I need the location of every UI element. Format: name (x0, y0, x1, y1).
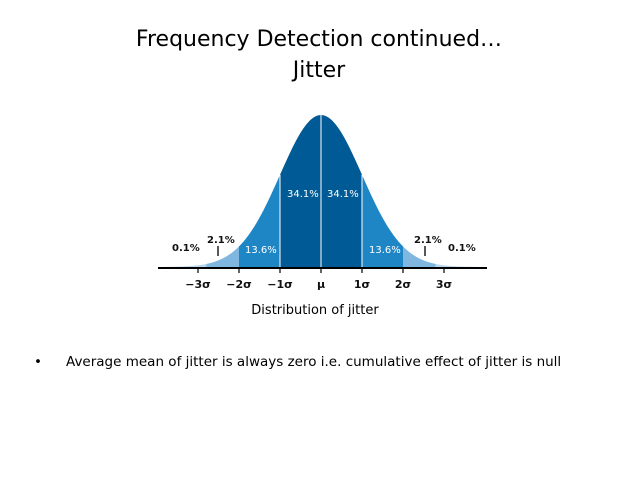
normal-distribution-figure: −3σ −2σ −1σ μ 1σ 2σ 3σ 0.1% 2.1% 13.6% 34.1% 3… (150, 100, 495, 300)
region-one-to-two-sigma-left (239, 174, 280, 267)
axis-tick-label: −2σ (226, 278, 251, 291)
label-center-right: 34.1% (327, 189, 359, 200)
label-mid-left: 13.6% (245, 245, 277, 256)
slide-title-line-2: Jitter (292, 58, 346, 83)
region-two-to-three-sigma-right (403, 246, 436, 267)
label-outer-right: 0.1% (448, 243, 476, 254)
axis-tick-label: −1σ (267, 278, 292, 291)
slide-title: Frequency Detection continued… Jitter (0, 24, 638, 86)
region-tail-right (435, 263, 477, 267)
bullet-glyph: • (34, 354, 42, 370)
bullet-item: • Average mean of jitter is always zero … (34, 354, 624, 370)
axis-tick-label: 1σ (354, 278, 370, 291)
bullet-text: Average mean of jitter is always zero i.… (66, 354, 562, 370)
region-one-to-two-sigma-right (362, 174, 403, 267)
axis-tick-label: −3σ (185, 278, 210, 291)
label-tail-right: 2.1% (414, 235, 442, 246)
slide-title-line-1: Frequency Detection continued… (135, 27, 503, 52)
region-two-to-three-sigma-left (206, 246, 239, 267)
label-tail-left: 2.1% (207, 235, 235, 246)
figure-caption: Distribution of jitter (251, 303, 379, 318)
axis-ticks: −3σ −2σ −1σ μ 1σ 2σ 3σ (185, 268, 452, 291)
label-outer-left: 0.1% (172, 243, 200, 254)
axis-tick-label: μ (317, 278, 325, 291)
normal-distribution-svg: −3σ −2σ −1σ μ 1σ 2σ 3σ 0.1% 2.1% 13.6% 34.1% 3… (158, 115, 487, 291)
axis-tick-label: 3σ (436, 278, 452, 291)
label-mid-right: 13.6% (369, 245, 401, 256)
label-center-left: 34.1% (287, 189, 319, 200)
region-tail-left (165, 263, 207, 267)
axis-tick-label: 2σ (395, 278, 411, 291)
